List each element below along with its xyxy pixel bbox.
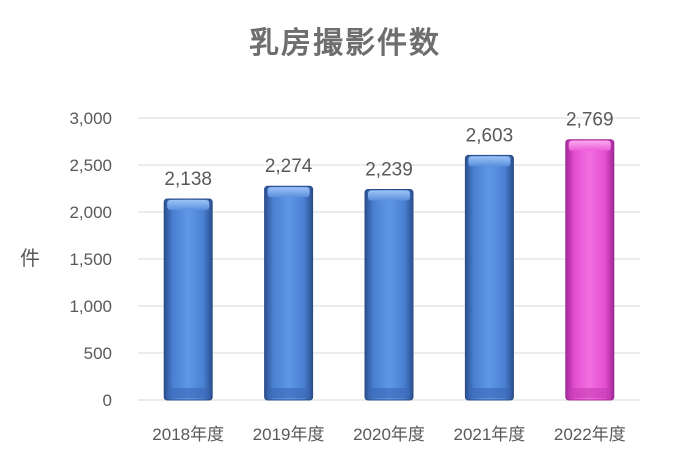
- y-axis-ticks: 0 500 1,000 1,500 2,000 2,500 3,000: [69, 109, 112, 410]
- bar: [364, 189, 414, 401]
- bar: [163, 198, 213, 401]
- x-axis-ticks: 2018年度 2019年度 2020年度 2021年度 2022年度: [152, 425, 625, 444]
- x-tick-label: 2021年度: [453, 425, 525, 444]
- bar: [264, 185, 314, 401]
- y-tick-label: 500: [84, 344, 112, 363]
- x-tick-label: 2022年度: [554, 425, 626, 444]
- y-tick-label: 1,500: [69, 250, 112, 269]
- y-tick-label: 1,000: [69, 297, 112, 316]
- x-tick-label: 2019年度: [253, 425, 325, 444]
- x-tick-label: 2020年度: [353, 425, 425, 444]
- y-tick-label: 3,000: [69, 109, 112, 128]
- bar: [464, 154, 514, 401]
- bars: [163, 139, 615, 401]
- data-label: 2,239: [365, 160, 413, 181]
- chart-title: 乳房撮影件数: [249, 26, 441, 61]
- bar: [565, 139, 615, 401]
- y-tick-label: 2,500: [69, 156, 112, 175]
- data-label: 2,769: [566, 110, 614, 131]
- data-label: 2,274: [265, 156, 313, 177]
- y-axis-label: 件: [20, 247, 40, 270]
- data-label: 2,138: [164, 169, 212, 190]
- y-tick-label: 2,000: [69, 203, 112, 222]
- data-labels: 2,138 2,274 2,239 2,603 2,769: [164, 110, 613, 190]
- data-label: 2,603: [466, 125, 514, 146]
- y-tick-label: 0: [103, 391, 112, 410]
- x-tick-label: 2018年度: [152, 425, 224, 444]
